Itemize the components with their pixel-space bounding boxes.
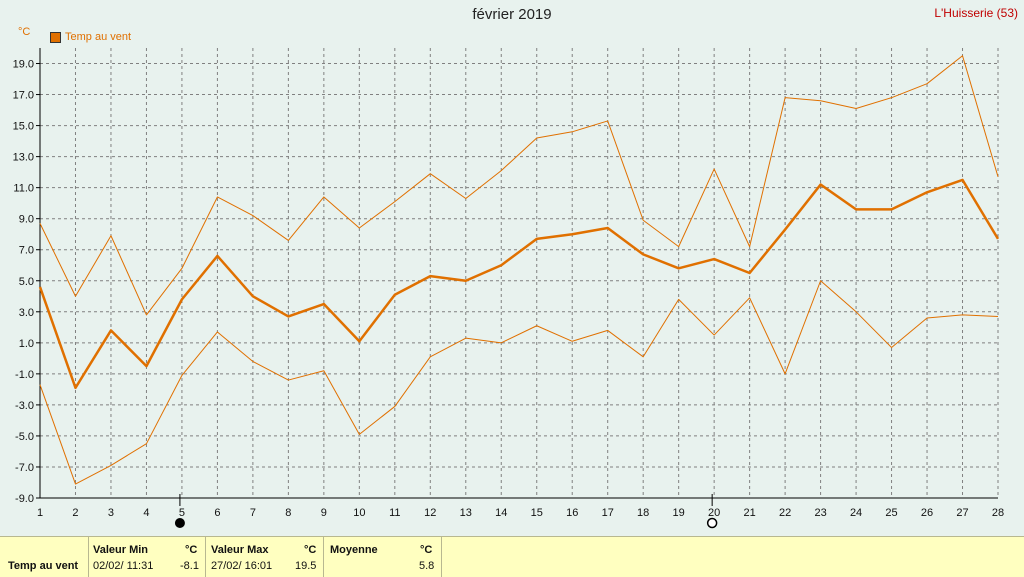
y-tick-label: 7.0: [19, 245, 34, 257]
station-name: L'Huisserie (53): [934, 6, 1018, 20]
y-tick-label: 15.0: [13, 121, 34, 133]
stats-min-value: -8.1: [180, 560, 199, 572]
chart-title: février 2019: [472, 6, 552, 23]
x-tick-label: 5: [179, 507, 185, 519]
stats-mean-unit: °C: [420, 544, 433, 556]
x-tick-label: 8: [285, 507, 291, 519]
stats-row-label: Temp au vent: [8, 560, 79, 572]
x-tick-label: 6: [214, 507, 220, 519]
x-tick-label: 17: [602, 507, 614, 519]
series-line-mean: [38, 178, 1000, 390]
y-tick-label: -1.0: [15, 369, 34, 381]
x-tick-label: 7: [250, 507, 256, 519]
x-tick-label: 9: [321, 507, 327, 519]
x-tick-label: 27: [956, 507, 968, 519]
y-tick-label: -3.0: [15, 400, 34, 412]
x-tick-label: 10: [353, 507, 365, 519]
x-tick-label: 4: [143, 507, 149, 519]
stats-mean-cell: Moyenne °C 5.8: [323, 537, 442, 577]
x-tick-label: 18: [637, 507, 649, 519]
stats-max-value: 19.5: [295, 560, 317, 572]
stats-mean-value: 5.8: [419, 560, 435, 572]
stats-min-date: 02/02/ 11:31: [93, 560, 154, 572]
x-tick-label: 23: [814, 507, 826, 519]
stats-label-cell: Temp au vent: [0, 537, 89, 577]
y-tick-label: 13.0: [13, 152, 34, 164]
series-line-min: [39, 280, 999, 485]
y-tick-label: 17.0: [13, 90, 34, 102]
y-tick-label: -7.0: [15, 462, 34, 474]
legend-swatch: [50, 31, 61, 43]
x-tick-label: 24: [850, 507, 862, 519]
legend: Temp au vent: [50, 31, 131, 43]
stats-min-cell: Valeur Min °C 02/02/ 11:31 -8.1: [88, 537, 206, 577]
y-axis-unit: °C: [18, 26, 31, 38]
x-tick-label: 22: [779, 507, 791, 519]
y-tick-label: 1.0: [19, 338, 34, 350]
y-tick-label: 11.0: [13, 183, 34, 195]
x-tick-label: 1: [37, 507, 43, 519]
x-tick-label: 3: [108, 507, 114, 519]
x-tick-label: 16: [566, 507, 578, 519]
y-tick-label: 19.0: [13, 59, 34, 71]
x-tick-label: 11: [389, 507, 400, 519]
x-tick-label: 13: [460, 507, 472, 519]
x-tick-label: 25: [885, 507, 897, 519]
chart-plot: 19.0 17.0 15.0 13.0 11.0 9.0 7.0 5.0 3.0 1.0 -1.0 -…: [13, 48, 1004, 529]
x-tick-label: 2: [72, 507, 78, 519]
legend-label: Temp au vent: [65, 31, 132, 43]
x-tick-label: 12: [424, 507, 436, 519]
y-tick-label: 9.0: [19, 214, 34, 226]
y-tick-label: -5.0: [15, 431, 34, 443]
stats-panel: Temp au vent Valeur Min °C 02/02/ 11:31 …: [0, 536, 1024, 577]
x-tick-label: 14: [495, 507, 507, 519]
series-line-max: [39, 55, 999, 316]
y-tick-label: 5.0: [19, 276, 34, 288]
x-tick-label: 21: [744, 507, 756, 519]
x-tick-label: 19: [673, 507, 685, 519]
stats-max-unit: °C: [304, 544, 317, 556]
stats-max-cell: Valeur Max °C 27/02/ 16:01 19.5: [205, 537, 324, 577]
x-tick-label: 15: [531, 507, 543, 519]
y-tick-label: 3.0: [19, 307, 34, 319]
x-tick-label: 20: [708, 507, 720, 519]
full-moon-icon: [706, 517, 718, 529]
stats-max-label: Valeur Max: [211, 544, 269, 556]
stats-min-label: Valeur Min: [93, 544, 149, 556]
stats-max-date: 27/02/ 16:01: [211, 560, 273, 572]
new-moon-icon: [174, 518, 185, 528]
x-tick-label: 26: [921, 507, 933, 519]
stats-mean-label: Moyenne: [330, 544, 378, 556]
y-tick-label: -9.0: [15, 493, 34, 505]
stats-min-unit: °C: [185, 544, 198, 556]
x-tick-label: 28: [992, 507, 1004, 519]
